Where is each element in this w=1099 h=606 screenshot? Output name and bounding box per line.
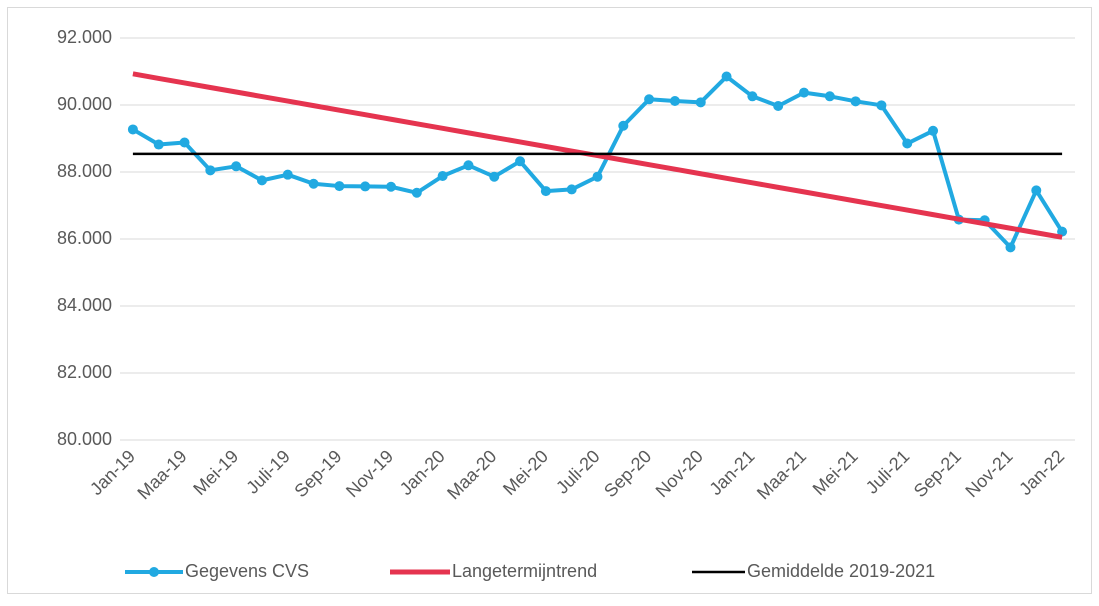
point [256, 175, 267, 186]
point [695, 97, 706, 108]
point [127, 124, 138, 135]
y-tick-label: 84.000 [57, 295, 112, 315]
point [153, 139, 164, 150]
y-tick-label: 92.000 [57, 27, 112, 47]
point [437, 171, 448, 182]
point [876, 100, 887, 111]
point [179, 137, 190, 148]
point [1057, 226, 1068, 237]
series-line [132, 71, 1063, 240]
y-tick-label: 90.000 [57, 94, 112, 114]
point [773, 101, 784, 112]
point [282, 169, 293, 180]
point [360, 181, 371, 192]
point [205, 165, 216, 176]
point [411, 187, 422, 198]
point [928, 125, 939, 136]
y-tick-label: 80.000 [57, 429, 112, 449]
point [540, 186, 551, 197]
point [489, 171, 500, 182]
point [334, 181, 345, 192]
point [566, 184, 577, 195]
legend-label: Langetermijntrend [452, 561, 597, 581]
point [515, 156, 526, 167]
point [669, 95, 680, 106]
point [824, 91, 835, 102]
legend-label: Gemiddelde 2019-2021 [747, 561, 935, 581]
y-tick-label: 88.000 [57, 161, 112, 181]
point [1005, 242, 1016, 253]
point [231, 161, 242, 172]
legend-marker [149, 567, 159, 577]
point [463, 160, 474, 171]
point [850, 96, 861, 107]
point [308, 178, 319, 189]
point [386, 181, 397, 192]
point [618, 120, 629, 131]
y-tick-label: 86.000 [57, 228, 112, 248]
y-tick-label: 82.000 [57, 362, 112, 382]
point [798, 87, 809, 98]
point [1031, 185, 1042, 196]
chart-border [7, 7, 1092, 594]
point [644, 94, 655, 105]
legend-label: Gegevens CVS [185, 561, 309, 581]
point [721, 71, 732, 82]
point [747, 91, 758, 102]
point [592, 171, 603, 182]
point [902, 138, 913, 149]
